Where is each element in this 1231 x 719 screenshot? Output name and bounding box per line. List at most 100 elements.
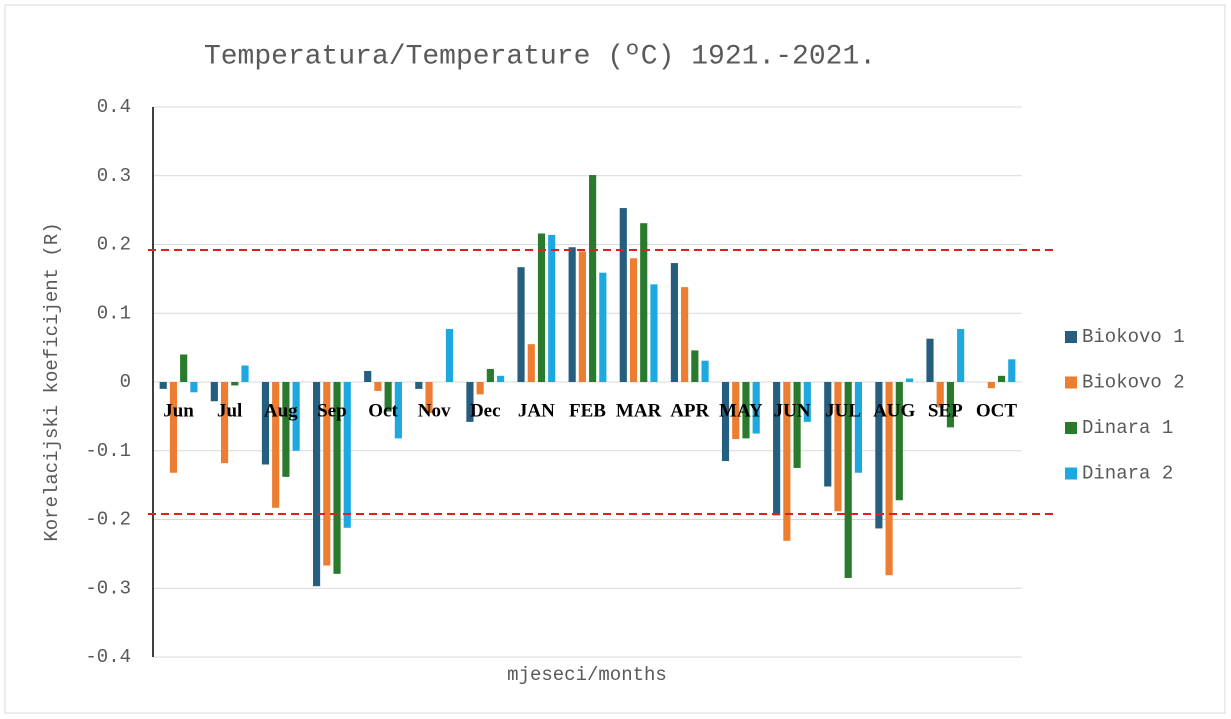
bar bbox=[834, 382, 842, 512]
bar bbox=[589, 175, 597, 382]
bar bbox=[364, 371, 372, 382]
bar bbox=[445, 329, 454, 382]
bar bbox=[292, 382, 300, 451]
bar bbox=[936, 382, 944, 408]
bar bbox=[721, 382, 730, 462]
legend-label: Dinara 1 bbox=[1082, 417, 1173, 439]
bar bbox=[885, 382, 893, 576]
bar bbox=[190, 382, 198, 393]
bar bbox=[476, 382, 484, 395]
x-tick-label: SEP bbox=[928, 400, 963, 421]
bar bbox=[640, 223, 648, 382]
bar bbox=[997, 375, 1006, 382]
bar bbox=[905, 378, 914, 382]
y-tick-label: 0.1 bbox=[97, 302, 131, 324]
bar bbox=[312, 382, 321, 587]
x-tick-label: MAR bbox=[616, 400, 662, 421]
bar bbox=[374, 382, 382, 391]
bar bbox=[231, 382, 239, 386]
bar bbox=[333, 382, 341, 574]
bar bbox=[987, 382, 995, 389]
bar bbox=[701, 360, 709, 382]
bar bbox=[537, 233, 546, 382]
bar bbox=[1008, 359, 1016, 382]
bar bbox=[629, 258, 638, 382]
bar bbox=[180, 354, 188, 382]
bar bbox=[486, 368, 494, 382]
bar bbox=[824, 382, 832, 487]
bar bbox=[793, 382, 801, 468]
bar bbox=[895, 382, 903, 501]
bar bbox=[466, 382, 474, 422]
x-tick-label: OCT bbox=[976, 400, 1018, 421]
bar bbox=[599, 272, 607, 382]
bar bbox=[803, 382, 811, 422]
bar bbox=[681, 287, 689, 382]
bar bbox=[854, 382, 863, 473]
bar bbox=[844, 382, 852, 578]
x-tick-label: Jul bbox=[217, 400, 242, 421]
bar bbox=[517, 267, 525, 382]
bar bbox=[527, 344, 535, 382]
bar bbox=[926, 338, 934, 382]
y-tick-label: 0 bbox=[120, 371, 131, 393]
x-tick-label: Sep bbox=[317, 400, 347, 421]
bar bbox=[210, 382, 218, 402]
x-tick-label: APR bbox=[670, 400, 709, 421]
x-tick-label: MAY bbox=[719, 400, 763, 421]
bar bbox=[159, 382, 167, 389]
y-tick-label: -0.3 bbox=[85, 577, 131, 599]
y-axis-title: Korelacijski koeficijent (R) bbox=[41, 222, 63, 541]
bar bbox=[568, 247, 576, 382]
bar bbox=[957, 329, 965, 382]
bar bbox=[548, 234, 556, 382]
bar bbox=[742, 382, 750, 439]
x-tick-label: Nov bbox=[418, 400, 451, 421]
bar bbox=[272, 382, 280, 508]
y-tick-label: 0.4 bbox=[97, 96, 131, 118]
x-tick-label: JUN bbox=[773, 400, 810, 421]
x-axis-title: mjeseci/months bbox=[507, 664, 667, 686]
bar bbox=[783, 382, 791, 541]
bar bbox=[650, 284, 658, 382]
chart-border bbox=[4, 4, 1226, 714]
y-tick-label: 0.3 bbox=[97, 165, 131, 187]
x-tick-label: AUG bbox=[873, 400, 915, 421]
bar bbox=[384, 382, 392, 412]
bar bbox=[241, 365, 249, 382]
y-tick-label: 0.2 bbox=[97, 234, 131, 256]
legend-label: Dinara 2 bbox=[1082, 463, 1173, 485]
bar bbox=[946, 382, 955, 428]
chart-title: Temperatura/Temperature (ºC) 1921.-2021. bbox=[204, 41, 876, 72]
x-tick-label: Aug bbox=[264, 400, 298, 421]
bar bbox=[670, 263, 678, 382]
bar bbox=[497, 375, 505, 382]
bar bbox=[619, 208, 627, 382]
bar bbox=[875, 382, 883, 529]
bar bbox=[691, 350, 699, 382]
bar bbox=[169, 382, 178, 473]
y-tick-label: -0.4 bbox=[85, 646, 131, 668]
bar bbox=[752, 382, 760, 434]
legend-swatch bbox=[1065, 422, 1077, 434]
legend-swatch bbox=[1065, 376, 1077, 389]
bar bbox=[425, 382, 433, 413]
bar bbox=[578, 251, 586, 382]
x-tick-label: Oct bbox=[368, 400, 398, 421]
y-tick-label: -0.2 bbox=[85, 509, 131, 531]
bar bbox=[394, 382, 402, 439]
x-tick-label: Jun bbox=[163, 400, 194, 421]
legend-swatch bbox=[1065, 331, 1077, 343]
legend-swatch bbox=[1065, 467, 1077, 480]
bar bbox=[415, 382, 423, 389]
legend-label: Biokovo 2 bbox=[1082, 372, 1185, 394]
bar bbox=[261, 382, 270, 465]
x-tick-label: FEB bbox=[569, 400, 606, 421]
bar bbox=[282, 382, 290, 477]
bar bbox=[323, 382, 331, 566]
bar bbox=[773, 382, 781, 516]
x-tick-label: JAN bbox=[518, 400, 555, 421]
bar bbox=[732, 382, 740, 440]
y-tick-label: -0.1 bbox=[85, 440, 131, 462]
